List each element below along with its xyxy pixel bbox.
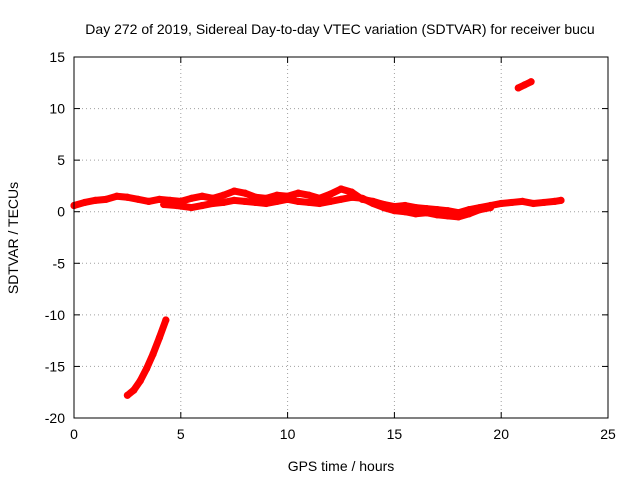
data-point bbox=[219, 191, 228, 199]
data-point bbox=[102, 195, 110, 203]
data-point bbox=[305, 198, 313, 207]
x-axis-label: GPS time / hours bbox=[288, 458, 395, 474]
x-tick-label: 25 bbox=[600, 426, 616, 442]
data-point bbox=[219, 198, 228, 207]
data-point bbox=[390, 207, 398, 215]
data-point bbox=[155, 195, 164, 203]
data-point bbox=[160, 200, 168, 209]
data-point bbox=[527, 78, 535, 86]
x-tick-label: 20 bbox=[493, 426, 509, 442]
data-point bbox=[337, 195, 345, 203]
data-point bbox=[123, 193, 131, 201]
data-series-group bbox=[123, 316, 170, 399]
data-point bbox=[155, 333, 164, 342]
data-point bbox=[251, 198, 260, 207]
data-point bbox=[444, 212, 452, 220]
y-axis-label: SDTVAR / TECUs bbox=[5, 182, 21, 294]
data-series-group bbox=[160, 193, 495, 221]
data-point bbox=[412, 210, 420, 218]
data-point bbox=[326, 197, 334, 205]
data-point bbox=[262, 199, 270, 208]
data-point bbox=[380, 203, 388, 212]
data-point bbox=[294, 189, 302, 197]
y-tick-label: -10 bbox=[45, 307, 65, 323]
data-point bbox=[316, 199, 324, 208]
data-point bbox=[123, 391, 131, 399]
axis-ticks: 0 5 10 15 20 25 -20 -15 -10 -5 0 5 10 15 bbox=[45, 49, 616, 442]
data-point bbox=[337, 185, 345, 193]
data-series bbox=[70, 78, 565, 399]
y-tick-label: -15 bbox=[45, 358, 65, 374]
data-point bbox=[529, 199, 537, 208]
data-point bbox=[162, 316, 170, 324]
data-point bbox=[465, 210, 473, 218]
data-point bbox=[508, 198, 516, 207]
data-point bbox=[476, 206, 484, 214]
data-point bbox=[514, 84, 522, 92]
data-point bbox=[273, 197, 281, 205]
data-point bbox=[284, 195, 292, 203]
x-tick-label: 15 bbox=[387, 426, 403, 442]
data-point bbox=[187, 194, 196, 202]
x-tick-label: 0 bbox=[70, 426, 78, 442]
chart-title: Day 272 of 2019, Sidereal Day-to-day VTE… bbox=[85, 21, 594, 37]
data-point bbox=[486, 203, 495, 212]
data-point bbox=[130, 386, 138, 394]
data-point bbox=[497, 199, 505, 208]
data-point bbox=[540, 198, 548, 207]
y-tick-label: 0 bbox=[57, 204, 65, 220]
grid-lines bbox=[74, 57, 608, 418]
data-point bbox=[326, 190, 334, 198]
data-point bbox=[348, 188, 356, 196]
data-point bbox=[369, 199, 377, 208]
data-point bbox=[557, 196, 565, 204]
data-point bbox=[294, 197, 302, 205]
data-point bbox=[230, 196, 238, 204]
data-point bbox=[149, 350, 157, 358]
data-point bbox=[91, 196, 99, 204]
data-point bbox=[401, 201, 409, 210]
plot-frame bbox=[73, 56, 609, 419]
data-point bbox=[241, 189, 249, 197]
data-point bbox=[521, 81, 529, 89]
data-series-group bbox=[514, 78, 535, 92]
data-point bbox=[412, 203, 420, 212]
data-point bbox=[230, 187, 238, 195]
data-point bbox=[209, 199, 217, 208]
data-point bbox=[305, 191, 313, 199]
data-point bbox=[454, 213, 463, 221]
data-point bbox=[198, 192, 206, 200]
data-point bbox=[241, 197, 249, 205]
data-point bbox=[187, 203, 196, 212]
data-point bbox=[422, 209, 431, 217]
data-point bbox=[433, 211, 441, 219]
data-point bbox=[145, 197, 153, 205]
data-point bbox=[136, 377, 144, 385]
x-tick-label: 10 bbox=[280, 426, 296, 442]
data-point bbox=[172, 201, 181, 210]
data-point bbox=[198, 201, 206, 210]
y-tick-label: 15 bbox=[49, 49, 65, 65]
data-point bbox=[143, 364, 151, 373]
y-tick-label: 10 bbox=[49, 101, 65, 117]
data-point bbox=[348, 193, 356, 201]
data-point bbox=[273, 191, 281, 199]
y-tick-label: -20 bbox=[45, 410, 65, 426]
data-point bbox=[401, 208, 409, 216]
y-tick-label: 5 bbox=[57, 152, 65, 168]
data-point bbox=[551, 197, 559, 205]
data-point bbox=[81, 198, 89, 207]
x-tick-label: 5 bbox=[177, 426, 185, 442]
data-point bbox=[134, 195, 142, 203]
data-point bbox=[518, 197, 527, 205]
data-point bbox=[358, 194, 366, 202]
y-tick-label: -5 bbox=[53, 255, 66, 271]
data-point bbox=[113, 192, 121, 200]
